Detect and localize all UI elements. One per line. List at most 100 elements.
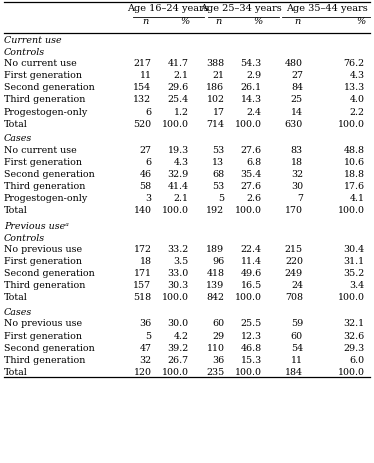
Text: 59: 59 <box>291 319 303 328</box>
Text: 30.0: 30.0 <box>168 319 189 328</box>
Text: Age 25–34 years: Age 25–34 years <box>200 4 282 13</box>
Text: Progestogen-only: Progestogen-only <box>4 194 88 203</box>
Text: 100.0: 100.0 <box>162 293 189 302</box>
Text: First generation: First generation <box>4 158 82 167</box>
Text: 2.1: 2.1 <box>174 71 189 81</box>
Text: 249: 249 <box>285 269 303 278</box>
Text: 2.1: 2.1 <box>174 194 189 203</box>
Text: 53: 53 <box>212 146 224 155</box>
Text: 54: 54 <box>291 344 303 352</box>
Text: 2.2: 2.2 <box>350 107 365 117</box>
Text: 100.0: 100.0 <box>162 119 189 129</box>
Text: Total: Total <box>4 368 28 376</box>
Text: 41.7: 41.7 <box>168 59 189 69</box>
Text: 217: 217 <box>134 59 151 69</box>
Text: 29: 29 <box>212 332 224 340</box>
Text: Second generation: Second generation <box>4 269 95 278</box>
Text: 100.0: 100.0 <box>162 368 189 376</box>
Text: 18: 18 <box>291 158 303 167</box>
Text: 100.0: 100.0 <box>235 119 262 129</box>
Text: 83: 83 <box>291 146 303 155</box>
Text: 46.8: 46.8 <box>241 344 262 352</box>
Text: Total: Total <box>4 293 28 302</box>
Text: 11: 11 <box>140 71 151 81</box>
Text: 100.0: 100.0 <box>235 293 262 302</box>
Text: 100.0: 100.0 <box>338 206 365 215</box>
Text: n: n <box>216 17 222 26</box>
Text: 170: 170 <box>285 206 303 215</box>
Text: 32.6: 32.6 <box>343 332 365 340</box>
Text: 110: 110 <box>206 344 224 352</box>
Text: No previous use: No previous use <box>4 245 82 254</box>
Text: 31.1: 31.1 <box>344 257 365 266</box>
Text: 10.6: 10.6 <box>344 158 365 167</box>
Text: 132: 132 <box>134 95 151 105</box>
Text: 4.3: 4.3 <box>174 158 189 167</box>
Text: 5: 5 <box>145 332 151 340</box>
Text: 54.3: 54.3 <box>240 59 262 69</box>
Text: 714: 714 <box>206 119 224 129</box>
Text: 32: 32 <box>291 170 303 179</box>
Text: Second generation: Second generation <box>4 344 95 352</box>
Text: 24: 24 <box>291 281 303 290</box>
Text: 518: 518 <box>134 293 151 302</box>
Text: No previous use: No previous use <box>4 319 82 328</box>
Text: First generation: First generation <box>4 71 82 81</box>
Text: Cases: Cases <box>4 308 32 317</box>
Text: Third generation: Third generation <box>4 356 85 364</box>
Text: 19.3: 19.3 <box>168 146 189 155</box>
Text: First generation: First generation <box>4 257 82 266</box>
Text: 12.3: 12.3 <box>241 332 262 340</box>
Text: 33.0: 33.0 <box>168 269 189 278</box>
Text: 46: 46 <box>140 170 151 179</box>
Text: Total: Total <box>4 206 28 215</box>
Text: 154: 154 <box>134 83 151 93</box>
Text: 480: 480 <box>285 59 303 69</box>
Text: 18.8: 18.8 <box>344 170 365 179</box>
Text: Third generation: Third generation <box>4 281 85 290</box>
Text: %: % <box>254 17 263 26</box>
Text: 27: 27 <box>291 71 303 81</box>
Text: 22.4: 22.4 <box>241 245 262 254</box>
Text: 11: 11 <box>291 356 303 364</box>
Text: 3.4: 3.4 <box>350 281 365 290</box>
Text: No current use: No current use <box>4 146 77 155</box>
Text: Third generation: Third generation <box>4 182 85 191</box>
Text: 235: 235 <box>206 368 224 376</box>
Text: 25.4: 25.4 <box>168 95 189 105</box>
Text: 100.0: 100.0 <box>338 368 365 376</box>
Text: 14.3: 14.3 <box>241 95 262 105</box>
Text: 29.3: 29.3 <box>343 344 365 352</box>
Text: 6.8: 6.8 <box>247 158 262 167</box>
Text: 18: 18 <box>140 257 151 266</box>
Text: 100.0: 100.0 <box>338 293 365 302</box>
Text: 388: 388 <box>206 59 224 69</box>
Text: n: n <box>143 17 149 26</box>
Text: 4.1: 4.1 <box>350 194 365 203</box>
Text: Second generation: Second generation <box>4 83 95 93</box>
Text: 14: 14 <box>291 107 303 117</box>
Text: Age 16–24 years: Age 16–24 years <box>128 4 209 13</box>
Text: 47: 47 <box>140 344 151 352</box>
Text: 36: 36 <box>212 356 224 364</box>
Text: 3.5: 3.5 <box>174 257 189 266</box>
Text: 842: 842 <box>206 293 224 302</box>
Text: 139: 139 <box>206 281 224 290</box>
Text: 215: 215 <box>285 245 303 254</box>
Text: 27: 27 <box>140 146 151 155</box>
Text: %: % <box>181 17 190 26</box>
Text: 35.2: 35.2 <box>343 269 365 278</box>
Text: 33.2: 33.2 <box>168 245 189 254</box>
Text: 157: 157 <box>134 281 151 290</box>
Text: 184: 184 <box>285 368 303 376</box>
Text: 58: 58 <box>140 182 151 191</box>
Text: 29.6: 29.6 <box>168 83 189 93</box>
Text: 84: 84 <box>291 83 303 93</box>
Text: 36: 36 <box>139 319 151 328</box>
Text: 60: 60 <box>212 319 224 328</box>
Text: Controls: Controls <box>4 48 45 57</box>
Text: Controls: Controls <box>4 234 45 243</box>
Text: 2.9: 2.9 <box>247 71 262 81</box>
Text: 15.3: 15.3 <box>240 356 262 364</box>
Text: 96: 96 <box>212 257 224 266</box>
